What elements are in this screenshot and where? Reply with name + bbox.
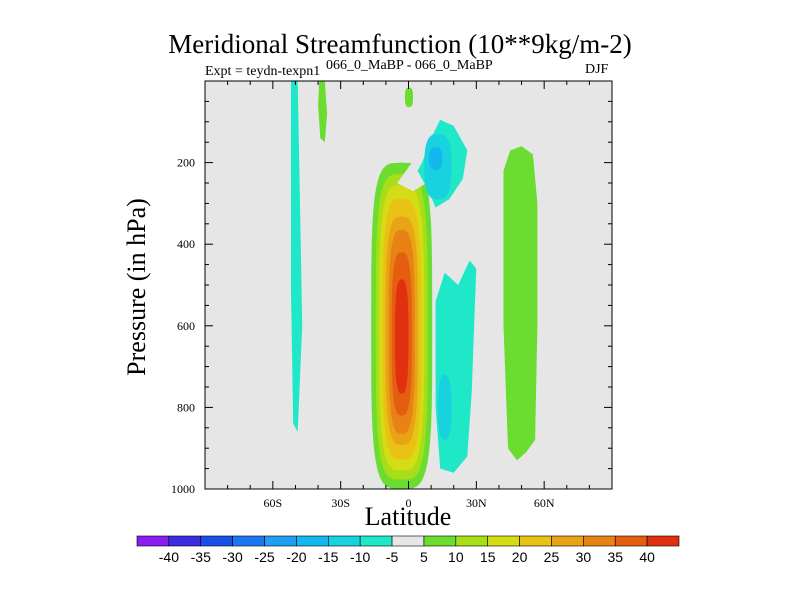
run-label: 066_0_MaBP - 066_0_MaBP [326,58,493,73]
x-tick-label: 60S [263,496,282,510]
colorbar-label: 15 [480,549,496,565]
chart-title: Meridional Streamfunction (10**9kg/m-2) [168,29,632,59]
y-tick-label: 200 [177,156,195,170]
y-tick-label: 400 [177,237,195,251]
colorbar-label: -10 [350,549,370,565]
colorbar-swatch [168,535,202,547]
colorbar-label: -30 [223,549,243,565]
nh-midlat-positive [503,146,538,461]
colorbar-swatch [200,535,233,547]
tropical-cell-shell-40 [394,279,409,394]
x-tick-label: 0 [406,496,412,510]
colorbar-label: 30 [576,549,592,565]
colorbar-swatch [519,535,552,547]
nh-lower-negative-core [437,374,452,440]
season-label: DJF [585,62,609,77]
colorbar-swatch [614,535,648,547]
colorbar-swatch [551,535,584,547]
nh-upper-negative-core [428,147,443,170]
colorbar-label: 25 [544,549,560,565]
equator-positive-top [404,87,413,108]
colorbar-swatch [423,535,457,547]
colorbar-swatch [646,535,680,547]
colorbar-label: -5 [386,549,399,565]
x-tick-label: 30N [466,496,487,510]
colorbar-label: 40 [639,549,655,565]
colorbar-swatch [296,535,329,547]
colorbar-swatch [455,535,489,547]
sh-midlat-positive-top [318,81,328,143]
colorbar-swatch [359,535,393,547]
colorbar-label: -25 [254,549,274,565]
colorbar-swatch [327,535,361,547]
y-tick-label: 600 [177,319,195,333]
colorbar-swatch [583,535,616,547]
y-tick-label: 1000 [171,482,195,496]
experiment-label: Expt = teydn-texpn1 [205,64,321,79]
colorbar-swatch [391,535,425,547]
colorbar-label: 35 [607,549,623,565]
colorbar-label: 10 [448,549,464,565]
x-axis-label: Latitude [364,502,452,531]
colorbar-label: -40 [159,549,179,565]
y-tick-label: 800 [177,400,195,414]
colorbar-swatch [232,535,265,547]
x-tick-label: 60N [534,496,555,510]
sh-midlat-negative [290,81,303,432]
colorbar-label: -15 [318,549,338,565]
x-tick-label: 30S [331,496,350,510]
colorbar-swatch [264,535,297,547]
colorbar-swatch [487,535,520,547]
colorbar-label: -20 [286,549,306,565]
colorbar-label: -35 [191,549,211,565]
colorbar-swatch [136,535,170,547]
colorbar-label: 5 [420,549,428,565]
colorbar-label: 20 [512,549,528,565]
